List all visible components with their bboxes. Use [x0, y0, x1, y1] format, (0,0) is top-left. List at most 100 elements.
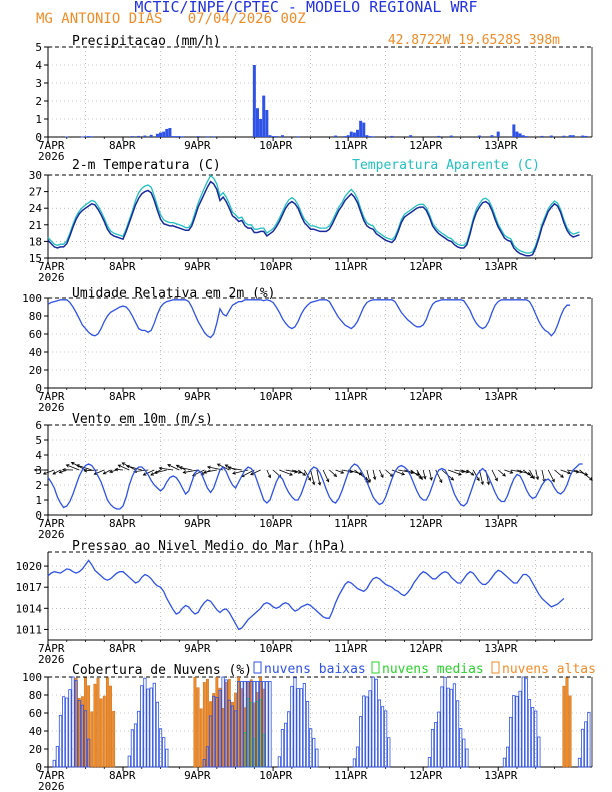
precip-bar [280, 135, 284, 137]
x-tick-label: 11APR [334, 139, 367, 152]
wind-arrow [126, 465, 142, 471]
x-tick-label: 12APR [409, 769, 442, 782]
wind-arrow-head [367, 479, 372, 484]
y-tick-label: 0 [35, 131, 42, 144]
wind-arrow-head [311, 481, 316, 486]
precip-bar [162, 131, 166, 137]
precip-bar [265, 110, 269, 137]
wind-arrow-head [317, 481, 322, 486]
precip-title: Precipitacao (mm/h) [72, 34, 221, 49]
wind-arrow [285, 469, 298, 473]
y-tick-label: 15 [29, 252, 42, 265]
precip-bar [343, 136, 347, 137]
wind-arrow-head [158, 466, 163, 471]
wind-arrow [535, 469, 539, 480]
legend-mid: nuvens medias [382, 662, 484, 677]
y-tick-label: 0 [35, 509, 42, 522]
wind-arrow-head [224, 464, 229, 468]
wind-arrow [297, 469, 306, 476]
cloud-low-bar [368, 690, 372, 768]
cloud-low-bar [287, 711, 291, 768]
precip-bar [562, 135, 566, 137]
cloud-low-bar [165, 748, 169, 768]
precip-panel: Precipitacao (mm/h) 0 1 2 3 4 5 7APR 8APR 9APR 10… [35, 34, 593, 163]
cloud-low-bar [537, 736, 541, 768]
wind-arrow-head [114, 467, 119, 472]
cloud-high-bar [202, 682, 206, 768]
wind-arrow-head [302, 472, 307, 476]
wind-arrow-head [560, 474, 564, 478]
wind-arrow-head [216, 463, 221, 467]
x-tick-label: 10APR [259, 260, 292, 273]
x-tick-label: 12APR [409, 139, 442, 152]
cloud-low-bar [62, 696, 66, 768]
wind-arrow-head [458, 472, 462, 476]
y-tick-label: 1020 [16, 560, 43, 573]
precip-bar [84, 136, 88, 138]
cloud-high-bar [96, 678, 100, 768]
wind-arrow [579, 469, 593, 481]
wind-arrow [460, 469, 469, 473]
cloud-low-bar [527, 699, 532, 768]
x-tick-label: 11APR [334, 260, 367, 273]
precip-bar [168, 128, 172, 137]
cloud-low-bar [55, 746, 59, 768]
cloud-low-bar [296, 688, 300, 768]
precip-bar [80, 136, 84, 138]
cloud-low-bar [534, 710, 538, 768]
location-label: MG ANTONIO DIAS [36, 11, 163, 27]
x-tick-label: 12APR [409, 642, 442, 655]
wind-arrow-head [227, 466, 232, 470]
wind-arrow-head [422, 475, 427, 480]
cloud-low-bar [465, 748, 469, 768]
x-tick-label: 12APR [409, 517, 442, 530]
wind-arrow-head [535, 476, 540, 481]
cloud-high-bar [90, 711, 94, 768]
precip-bar [368, 136, 372, 137]
cloud-low-bar [459, 728, 463, 768]
wind-speed-line [47, 463, 583, 510]
cloud-low-bar [80, 704, 84, 768]
cloud-low-bar [152, 682, 156, 768]
x-tick-label: 12APR [409, 260, 442, 273]
wind-arrow-head [125, 464, 130, 469]
precip-bar [371, 136, 375, 138]
wind-arrow-head [372, 476, 377, 481]
pressure-line [47, 559, 565, 631]
cloud-low-bar [443, 676, 447, 768]
cloud-low-bar [215, 697, 219, 768]
wind-arrow-head [175, 464, 180, 469]
wind-arrow-head [42, 471, 47, 475]
wind-arrow-head [307, 477, 311, 482]
wind-arrow-head [531, 475, 535, 480]
cloud-low-bar [359, 716, 363, 768]
cloud-low-bar [302, 683, 306, 768]
humidity-panel: Umidade Relativa em 2m (%) 0 20 40 60 80 100 7… [22, 286, 593, 414]
cloud-low-bar [77, 700, 81, 768]
cloud-low-bar [434, 722, 438, 768]
wind-arrow [372, 469, 376, 480]
cloud-high-bar [93, 683, 97, 768]
cloud-low-bar [524, 678, 528, 768]
wind-arrow [183, 469, 199, 473]
precip-bar [255, 108, 259, 137]
wind-arrow-head [206, 465, 211, 470]
wind-arrow-head [70, 461, 75, 466]
y-tick-label: 2 [35, 479, 42, 492]
y-tick-label: 20 [29, 364, 42, 377]
x-tick-label: 8APR [109, 390, 136, 403]
precip-bar [87, 136, 91, 137]
wind-arrow [429, 469, 432, 481]
cloud-low-bar [227, 699, 231, 768]
wind-arrow-head [465, 470, 470, 474]
wind-arrow-head [380, 474, 384, 479]
x-tick-label: 7APR [38, 769, 65, 782]
y-tick-label: 27 [29, 186, 42, 199]
wind-arrow [466, 469, 474, 476]
precip-bar [252, 65, 256, 137]
cloud-low-bar [365, 696, 369, 768]
wind-arrow [335, 469, 344, 474]
cloud-high-bar [109, 685, 112, 768]
x-year-label: 2026 [38, 150, 65, 163]
x-year-label: 2026 [38, 528, 65, 541]
